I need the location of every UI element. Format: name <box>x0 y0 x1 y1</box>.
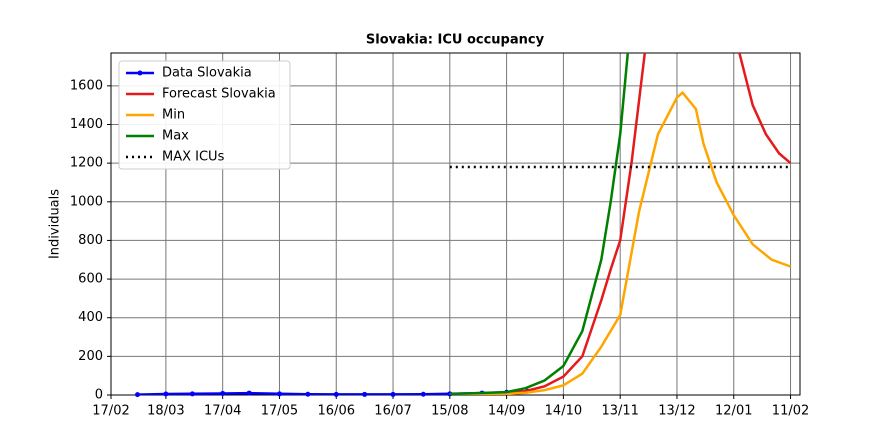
data-point <box>333 391 339 397</box>
x-tick-label: 14/10 <box>545 404 582 419</box>
series-line <box>449 53 630 395</box>
y-tick-label: 1000 <box>70 194 103 209</box>
data-point <box>163 391 169 397</box>
legend-label: Forecast Slovakia <box>162 87 276 102</box>
y-tick-label: 1600 <box>70 78 103 93</box>
data-point <box>420 391 426 397</box>
x-tick-label: 17/04 <box>204 404 241 419</box>
data-point <box>390 391 396 397</box>
y-tick-label: 1400 <box>70 117 103 132</box>
x-tick-label: 15/08 <box>431 404 468 419</box>
x-tick-label: 12/01 <box>715 404 752 419</box>
data-point <box>189 391 195 397</box>
legend-box <box>118 60 291 170</box>
series-line <box>449 90 791 395</box>
y-tick-label: 400 <box>78 310 103 325</box>
x-tick-label: 18/03 <box>147 404 184 419</box>
data-point <box>135 392 140 398</box>
x-tick-label: 13/12 <box>658 404 695 419</box>
x-tick-label: 16/06 <box>318 404 355 419</box>
legend-label: Max <box>162 129 189 144</box>
x-tick-label: 14/09 <box>488 404 525 419</box>
legend-label: Data Slovakia <box>162 66 252 81</box>
data-point <box>276 391 282 397</box>
data-point <box>220 390 226 396</box>
legend-marker <box>137 70 143 76</box>
x-tick-label: 13/11 <box>601 404 638 419</box>
x-tick-label: 17/02 <box>92 404 129 419</box>
y-tick-label: 200 <box>78 349 103 364</box>
x-tick-label: 17/05 <box>261 404 298 419</box>
y-tick-label: 0 <box>95 388 103 403</box>
legend-label: Min <box>162 108 185 123</box>
y-tick-label: 600 <box>78 272 103 287</box>
y-axis-label: Individuals <box>48 189 63 259</box>
data-point <box>305 391 311 397</box>
x-tick-label: 11/02 <box>772 404 809 419</box>
data-point <box>362 391 368 397</box>
y-tick-label: 800 <box>78 233 103 248</box>
data-point <box>246 390 252 396</box>
y-tick-label: 1200 <box>70 156 103 171</box>
x-tick-label: 16/07 <box>374 404 411 419</box>
chart-title: Slovakia: ICU occupancy <box>366 33 545 48</box>
legend-label: MAX ICUs <box>162 150 225 165</box>
